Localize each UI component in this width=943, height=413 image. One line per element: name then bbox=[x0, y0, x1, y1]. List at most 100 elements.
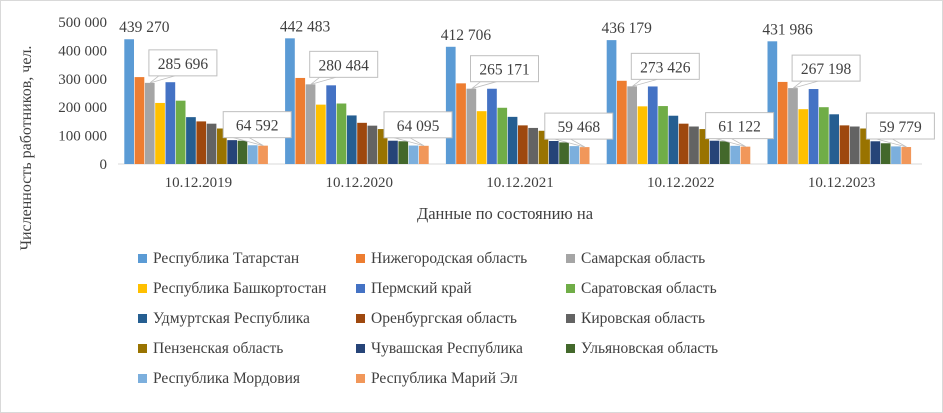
legend-label: Самарская область bbox=[581, 249, 706, 267]
bar bbox=[647, 86, 658, 164]
y-tick-label: 400 000 bbox=[58, 43, 107, 59]
legend-label: Пермский край bbox=[371, 279, 472, 297]
x-tick-label: 10.12.2023 bbox=[808, 175, 876, 191]
bar bbox=[829, 114, 839, 164]
data-label: 59 779 bbox=[879, 119, 922, 136]
legend-label: Ульяновская область bbox=[581, 339, 719, 357]
bar bbox=[305, 84, 316, 164]
bar bbox=[689, 126, 699, 164]
bar bbox=[456, 83, 466, 164]
data-label-pointer bbox=[793, 80, 819, 89]
x-axis-title: Данные по состоянию на bbox=[417, 204, 594, 223]
x-tick-label: 10.12.2021 bbox=[486, 175, 554, 191]
bar bbox=[487, 88, 497, 164]
bar bbox=[377, 129, 388, 164]
data-label-pointer bbox=[149, 75, 176, 84]
plot-area: 0 100 000 200 000 300 000 400 000 500 000 10.1… bbox=[58, 15, 935, 191]
bar bbox=[227, 140, 237, 164]
data-label: 267 198 bbox=[801, 61, 852, 78]
bar bbox=[819, 107, 829, 164]
data-label-box bbox=[148, 49, 218, 77]
bar bbox=[606, 40, 617, 164]
bar bbox=[247, 145, 258, 164]
data-label-box bbox=[630, 52, 700, 80]
data-label: 61 122 bbox=[718, 119, 761, 136]
bar bbox=[658, 106, 668, 164]
data-label: 431 986 bbox=[762, 21, 813, 38]
bar bbox=[346, 115, 357, 164]
y-tick-label: 300 000 bbox=[58, 72, 107, 88]
legend-label: Чувашская Республика bbox=[371, 339, 523, 357]
y-axis-title: Численность работников, чел. bbox=[18, 46, 35, 251]
bar bbox=[419, 145, 429, 164]
legend-item: Нижегородская область bbox=[356, 248, 566, 269]
legend-swatch bbox=[138, 374, 147, 383]
bar bbox=[206, 123, 217, 164]
bar bbox=[709, 140, 720, 164]
legend-label: Республика Мордовия bbox=[153, 369, 301, 387]
data-label: 439 270 bbox=[119, 19, 170, 36]
legend-swatch bbox=[356, 314, 365, 323]
data-label-box bbox=[791, 54, 861, 82]
bar bbox=[258, 145, 268, 164]
bar bbox=[678, 123, 689, 164]
legend-label: Кировская область bbox=[581, 309, 706, 327]
y-tick-label: 200 000 bbox=[58, 100, 107, 116]
bar bbox=[445, 46, 456, 164]
bar bbox=[569, 146, 580, 164]
bar bbox=[507, 116, 518, 164]
bar bbox=[285, 38, 295, 165]
legend-swatch bbox=[566, 344, 575, 353]
legend-swatch bbox=[356, 284, 365, 293]
data-label: 64 592 bbox=[236, 118, 279, 135]
bar bbox=[839, 125, 850, 164]
legend-item: Республика Татарстан bbox=[138, 248, 356, 269]
bar bbox=[668, 115, 679, 164]
bar bbox=[901, 147, 912, 164]
legend-item: Пермский край bbox=[356, 278, 566, 299]
bar bbox=[849, 126, 860, 164]
legend-item: Республика Мордовия bbox=[138, 368, 356, 389]
y-tick-label: 500 000 bbox=[58, 15, 107, 31]
data-label-pointer bbox=[471, 81, 497, 90]
data-label-pointer bbox=[310, 76, 336, 85]
y-tick-label: 0 bbox=[100, 157, 108, 173]
bar bbox=[466, 88, 477, 164]
x-tick-label: 10.12.2022 bbox=[647, 175, 715, 191]
bar bbox=[326, 85, 336, 164]
legend-swatch bbox=[566, 254, 575, 263]
legend-swatch bbox=[138, 314, 147, 323]
bar bbox=[559, 142, 569, 164]
bar bbox=[730, 145, 740, 164]
legend-item: Кировская область bbox=[566, 308, 778, 329]
legend-item: Самарская область bbox=[566, 248, 778, 269]
data-label: 436 179 bbox=[602, 20, 653, 37]
bar bbox=[124, 39, 134, 165]
legend-label: Удмуртская Республика bbox=[153, 309, 310, 327]
bar bbox=[388, 140, 398, 164]
bar bbox=[295, 77, 306, 164]
bar bbox=[155, 102, 165, 164]
bar bbox=[548, 140, 559, 164]
data-label: 265 171 bbox=[479, 62, 529, 79]
legend-swatch bbox=[138, 344, 147, 353]
y-tick-label: 100 000 bbox=[58, 129, 107, 145]
bar bbox=[518, 125, 528, 164]
data-label: 273 426 bbox=[640, 59, 691, 76]
bar bbox=[316, 104, 326, 164]
bar bbox=[538, 130, 549, 164]
legend-swatch bbox=[566, 314, 575, 323]
legend-item: Республика Марий Эл bbox=[356, 368, 566, 389]
legend-swatch bbox=[566, 284, 575, 293]
data-label-box bbox=[544, 112, 614, 140]
legend-label: Нижегородская область bbox=[371, 249, 528, 267]
data-label-box bbox=[222, 111, 292, 139]
legend-label: Саратовская область bbox=[581, 279, 717, 297]
x-tick-label: 10.12.2019 bbox=[165, 175, 233, 191]
bar bbox=[336, 103, 347, 164]
bar bbox=[217, 128, 227, 164]
legend-item: Саратовская область bbox=[566, 278, 778, 299]
legend-swatch bbox=[138, 284, 147, 293]
bar bbox=[579, 147, 590, 164]
bar bbox=[476, 111, 487, 164]
